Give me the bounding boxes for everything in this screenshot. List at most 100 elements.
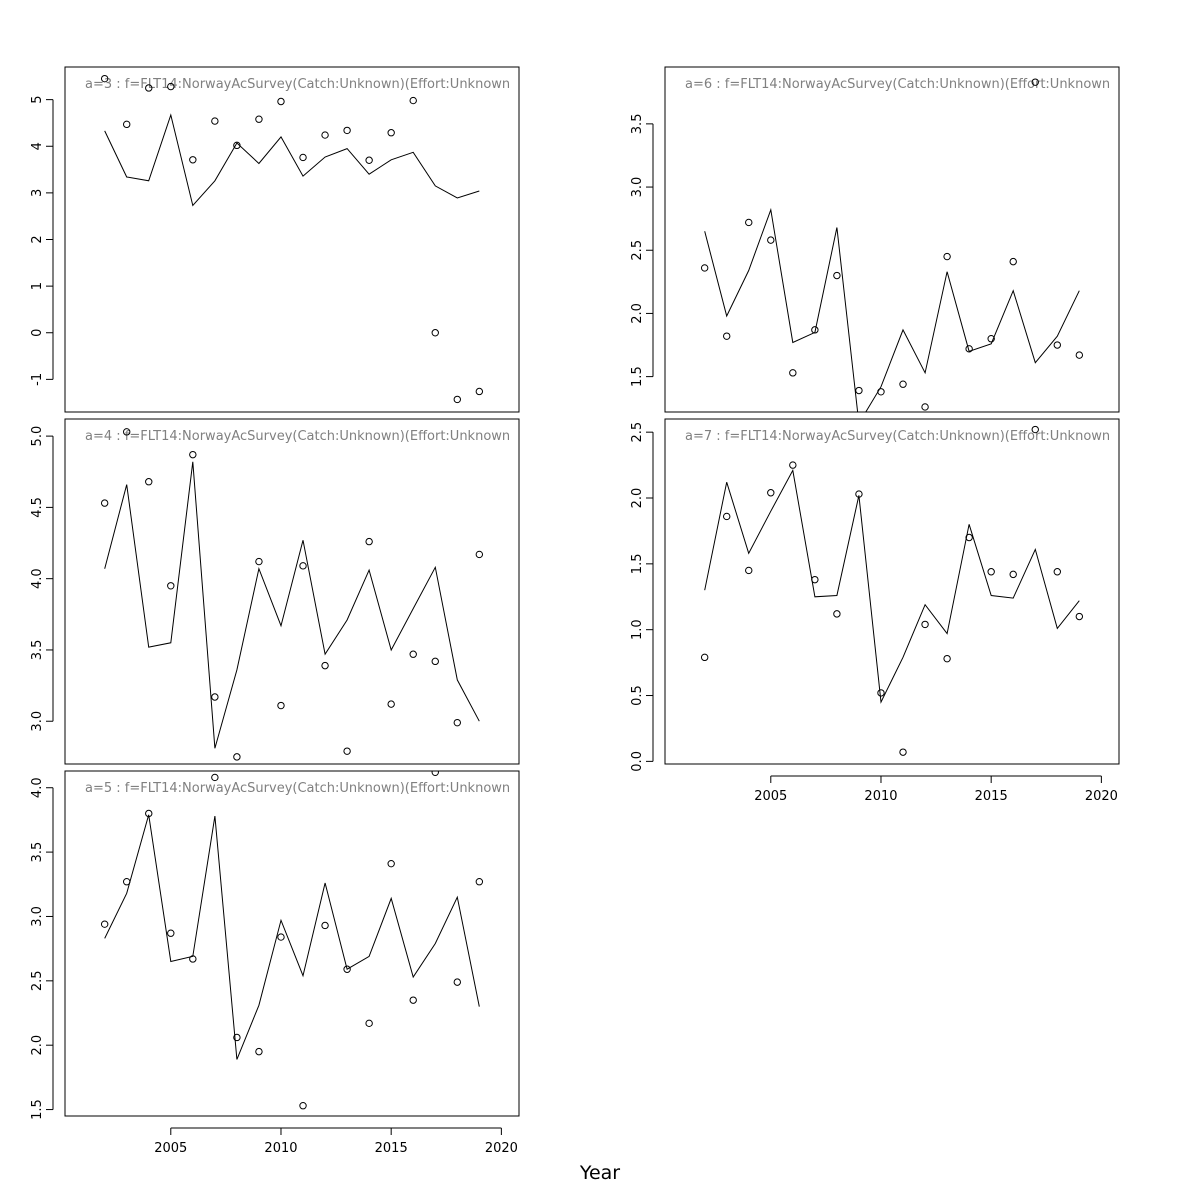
panel-title: a=3 : f=FLT14:NorwayAcSurvey(Catch:Unkno…: [85, 77, 510, 92]
y-tick-label: 1.5: [630, 366, 645, 387]
observed-point: [343, 747, 351, 755]
x-tick-label: 2005: [754, 789, 787, 804]
plot-area: [700, 425, 1084, 756]
observed-point: [833, 271, 841, 280]
observed-point: [387, 859, 395, 868]
observed-point: [321, 661, 329, 670]
observed-point: [189, 156, 197, 164]
observed-point: [943, 654, 951, 663]
plot-frame: [64, 770, 520, 1117]
observed-point: [453, 718, 461, 727]
observed-point: [189, 450, 197, 459]
observed-point: [965, 345, 973, 353]
observed-point: [167, 582, 175, 590]
observed-point: [855, 490, 863, 498]
chart-panel: 0.0 0.5 1.0 1.5 2.0 2.5 2005 2010 2015 2020 a=7 : …: [630, 418, 1120, 804]
observed-point: [965, 533, 973, 542]
observed-point: [123, 120, 131, 129]
panel-title: a=6 : f=FLT14:NorwayAcSurvey(Catch:Unkno…: [685, 77, 1110, 92]
observed-point: [123, 428, 131, 436]
x-tick-label: 2015: [975, 789, 1008, 804]
observed-point: [877, 689, 885, 697]
fitted-line: [704, 207, 1080, 412]
observed-point: [409, 650, 417, 658]
y-tick-label: 0.5: [630, 685, 645, 706]
y-tick-label: 3.0: [630, 177, 645, 198]
plot-area: [700, 78, 1084, 412]
y-tick-label: 5.0: [30, 426, 45, 447]
observed-point: [277, 701, 285, 710]
observed-point: [987, 335, 995, 343]
chart-panel: 1.5 2.0 2.5 3.0 3.5 a=6 : f=FLT14:NorwayAcSur…: [630, 66, 1120, 413]
y-tick-label: 1.0: [630, 619, 645, 640]
chart-panel: -1 0 1 2 3 4 5 a=3 : f=FLT14:NorwayAcSurvey(Cat…: [30, 66, 520, 413]
y-tick-label: 3.5: [30, 640, 45, 661]
observed-point: [1053, 341, 1061, 349]
observed-point: [1009, 570, 1017, 579]
observed-point: [145, 84, 153, 92]
observed-point: [1031, 78, 1039, 86]
y-tick-label: -1: [30, 373, 45, 386]
plot-area: [100, 428, 484, 761]
observed-point: [365, 1019, 373, 1028]
y-tick-label: 2.0: [30, 1035, 45, 1056]
fitted-line: [104, 113, 480, 207]
observed-point: [431, 329, 439, 337]
observed-point: [475, 878, 484, 886]
y-tick-label: 2.0: [630, 303, 645, 324]
y-tick-label: 4.5: [30, 497, 45, 518]
x-tick-label: 2010: [264, 1141, 297, 1156]
observed-point: [921, 403, 929, 411]
observed-point: [321, 131, 329, 139]
plot-area: [100, 74, 484, 404]
observed-point: [211, 773, 219, 782]
observed-point: [387, 129, 395, 137]
observed-point: [343, 126, 351, 135]
observed-point: [167, 82, 175, 91]
observed-point: [431, 657, 439, 666]
x-axis-label: Year: [579, 1162, 620, 1184]
observed-point: [321, 921, 329, 930]
fitted-line: [104, 814, 480, 1060]
observed-point: [1053, 568, 1061, 576]
panel-title: a=5 : f=FLT14:NorwayAcSurvey(Catch:Unkno…: [85, 781, 510, 796]
y-tick-label: 3: [30, 189, 45, 197]
y-tick-label: 2.0: [630, 488, 645, 509]
observed-point: [365, 156, 373, 164]
y-tick-label: 1.5: [630, 554, 645, 575]
observed-point: [833, 610, 841, 618]
observed-point: [211, 117, 219, 125]
y-tick-label: 5: [30, 95, 45, 103]
observed-point: [855, 386, 863, 395]
observed-point: [123, 878, 131, 886]
observed-point: [723, 332, 731, 340]
observed-point: [811, 326, 819, 334]
observed-point: [1031, 425, 1039, 434]
observed-point: [431, 771, 439, 776]
x-tick-label: 2015: [375, 1141, 408, 1156]
observed-point: [723, 512, 731, 521]
observed-point: [233, 1033, 241, 1042]
observed-point: [365, 537, 373, 546]
y-tick-label: 3.0: [30, 906, 45, 927]
observed-point: [233, 753, 241, 761]
y-tick-label: 2: [30, 235, 45, 243]
observed-point: [299, 153, 307, 162]
panel-title: a=4 : f=FLT14:NorwayAcSurvey(Catch:Unkno…: [85, 429, 510, 444]
observed-point: [277, 97, 285, 106]
y-tick-label: 2.5: [630, 422, 645, 443]
y-tick-label: 1: [30, 282, 45, 290]
observed-point: [700, 653, 709, 662]
y-tick-label: 1.5: [30, 1099, 45, 1120]
observed-point: [767, 236, 775, 244]
observed-point: [899, 748, 907, 756]
y-tick-label: 4: [30, 142, 45, 150]
y-tick-label: 3.5: [630, 114, 645, 135]
x-tick-label: 2020: [485, 1141, 518, 1156]
observed-point: [899, 380, 907, 388]
observed-point: [789, 369, 797, 377]
observed-point: [811, 575, 819, 584]
observed-point: [145, 809, 153, 818]
chart-panel: 3.0 3.5 4.0 4.5 5.0 a=4 : f=FLT14:NorwayAcSur…: [30, 418, 520, 765]
